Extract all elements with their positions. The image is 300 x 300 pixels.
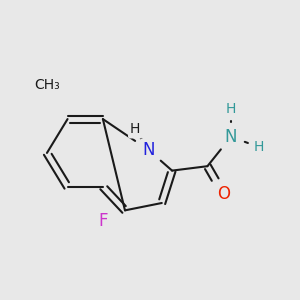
Text: CH₃: CH₃ (34, 78, 60, 92)
Text: F: F (98, 212, 108, 230)
Text: H: H (254, 140, 264, 154)
Text: H: H (130, 122, 140, 136)
Text: N: N (225, 128, 237, 146)
Text: N: N (142, 141, 155, 159)
Text: O: O (217, 185, 230, 203)
Text: H: H (226, 102, 236, 116)
